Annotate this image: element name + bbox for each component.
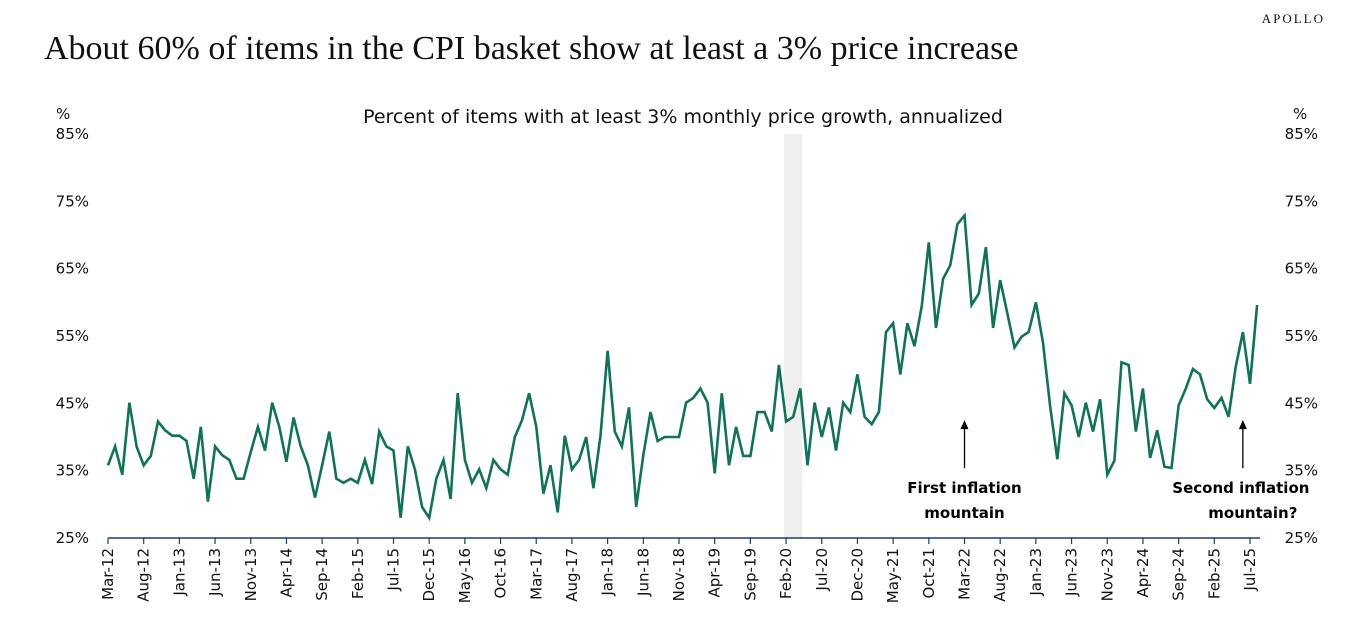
y-tick-label-right: 75%: [1285, 192, 1318, 210]
x-tick-label: Sep-14: [313, 548, 331, 601]
x-tick-label: Jun-13: [206, 548, 224, 597]
x-tick-label: Jan-23: [1027, 548, 1045, 597]
chart-title: About 60% of items in the CPI basket sho…: [44, 30, 1019, 67]
y-tick-label-right: 35%: [1285, 462, 1318, 480]
y-tick-label-left: 25%: [56, 529, 89, 547]
arrow-up-icon: [960, 420, 969, 430]
x-tick-label: Sep-19: [741, 548, 759, 601]
annotation-second-mountain: Second inflation mountain?: [1172, 420, 1309, 522]
x-tick-label: Oct-21: [920, 548, 938, 598]
y-axis-left: 25% 35% 45% 55% 65% 75% 85%: [56, 125, 89, 547]
x-tick-label: Feb-25: [1205, 548, 1223, 599]
x-tick-label: Jan-18: [599, 548, 617, 597]
y-axis-left-unit: %: [56, 105, 70, 123]
x-tick-label: Nov-23: [1098, 548, 1116, 601]
x-tick-label: Aug-22: [991, 548, 1009, 602]
x-tick-label: Jul-25: [1241, 548, 1259, 592]
x-tick-label: Jun-23: [1063, 548, 1081, 597]
recession-shade-layer: [784, 134, 803, 538]
series-layer: [106, 212, 1259, 522]
x-tick-label: May-21: [884, 548, 902, 603]
x-tick-label: Dec-15: [420, 548, 438, 602]
annotation-first-mountain: First inflation mountain: [907, 420, 1022, 522]
x-axis: Mar-12 Aug-12 Jan-13 Jun-13 Nov-13 Apr-14 Sep-…: [99, 537, 1261, 603]
x-tick-label: Apr-14: [277, 548, 295, 598]
arrow-up-icon: [1238, 420, 1247, 430]
x-tick-label: Apr-24: [1134, 548, 1152, 598]
y-tick-label-right: 45%: [1285, 394, 1318, 412]
x-tick-label: Dec-20: [848, 548, 866, 602]
annotation-text-line2: mountain: [924, 504, 1004, 522]
y-tick-label-left: 65%: [56, 260, 89, 278]
y-tick-label-right: 25%: [1285, 529, 1318, 547]
y-tick-label-left: 85%: [56, 125, 89, 143]
series-line: [106, 212, 1259, 522]
y-tick-label-left: 35%: [56, 462, 89, 480]
x-tick-label: Aug-12: [135, 548, 153, 602]
y-tick-label-right: 55%: [1285, 327, 1318, 345]
y-tick-label-left: 45%: [56, 394, 89, 412]
y-tick-label-right: 85%: [1285, 125, 1318, 143]
x-tick-label: Jul-15: [385, 548, 403, 592]
x-tick-label: Oct-16: [492, 548, 510, 598]
apollo-logo: APOLLO: [1261, 11, 1325, 26]
annotation-text-line2: mountain?: [1208, 504, 1297, 522]
x-tick-label: Mar-17: [527, 548, 545, 600]
x-tick-label: Nov-18: [670, 548, 688, 601]
y-tick-label-left: 75%: [56, 192, 89, 210]
x-tick-label: Sep-24: [1170, 548, 1188, 601]
x-tick-label: Aug-17: [563, 548, 581, 602]
x-tick-label: Feb-15: [349, 548, 367, 599]
x-tick-label: Feb-20: [777, 548, 795, 599]
y-tick-label-right: 65%: [1285, 260, 1318, 278]
x-tick-label: Jan-13: [170, 548, 188, 597]
annotation-text-line1: First inflation: [907, 479, 1021, 497]
x-tick-label: Jun-18: [634, 548, 652, 597]
x-tick-label: Mar-22: [956, 548, 974, 600]
y-axis-right-unit: %: [1293, 105, 1307, 123]
x-tick-label: Mar-12: [99, 548, 117, 600]
x-tick-label: May-16: [456, 548, 474, 603]
annotation-layer: First inflation mountain Second inflation m…: [907, 420, 1309, 522]
recession-shade: [784, 134, 803, 538]
x-tick-label: Jul-20: [813, 548, 831, 592]
x-tick-label: Apr-19: [706, 548, 724, 598]
annotation-text-line1: Second inflation: [1172, 479, 1309, 497]
x-tick-label: Nov-13: [242, 548, 260, 601]
y-tick-label-left: 55%: [56, 327, 89, 345]
chart-subtitle: Percent of items with at least 3% monthl…: [363, 106, 1003, 128]
y-axis-right: 25% 35% 45% 55% 65% 75% 85%: [1285, 125, 1318, 547]
